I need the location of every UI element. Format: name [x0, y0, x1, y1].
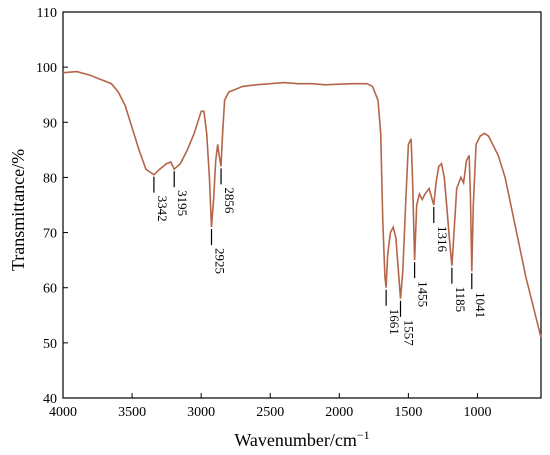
x-tick-label: 2000	[325, 405, 353, 420]
peak-label: 1661	[387, 309, 402, 335]
y-tick-label: 100	[36, 61, 57, 76]
peak-annotation: 1041	[471, 273, 488, 318]
peak-label: 2925	[213, 248, 228, 274]
y-tick-label: 40	[43, 392, 57, 407]
peak-label: 2856	[222, 187, 237, 214]
x-axis-title: Wavenumber/cm−1	[234, 428, 369, 450]
x-tick-label: 3500	[118, 405, 146, 420]
peak-label: 1185	[453, 287, 468, 313]
y-tick-label: 90	[43, 116, 57, 131]
spectrum-line	[62, 70, 542, 338]
x-tick-label: 1000	[463, 405, 491, 420]
peak-annotation: 2925	[210, 229, 228, 274]
plot-border	[62, 11, 542, 399]
x-axis-title-text: Wavenumber/cm	[234, 430, 357, 450]
peak-annotations: 3342 3195 2925 2856 1661 1557 1455 1316 1185 1041	[153, 168, 488, 347]
peak-label: 3342	[155, 196, 170, 222]
peak-annotation: 1557	[399, 300, 417, 347]
y-tick-label: 70	[43, 227, 57, 242]
peak-label: 1557	[402, 320, 417, 347]
peak-annotation: 1455	[413, 262, 431, 307]
y-tick-label: 50	[43, 337, 57, 352]
peak-annotation: 1661	[385, 289, 402, 335]
peak-label: 1041	[473, 292, 488, 318]
y-axis: 40 50 60 70 80 90 100 110	[36, 6, 68, 407]
x-tick-label: 3000	[187, 405, 215, 420]
peak-annotation: 1185	[451, 267, 468, 313]
plot-area	[62, 11, 542, 399]
x-axis: 4000 3500 3000 2500 2000 1500 1000	[49, 393, 491, 420]
peak-annotation: 3342	[153, 176, 170, 222]
x-tick-label: 1500	[394, 405, 422, 420]
peak-label: 1455	[416, 281, 431, 307]
peak-label: 1316	[435, 226, 450, 253]
peak-annotation: 3195	[173, 171, 190, 216]
peak-annotation: 2856	[220, 168, 237, 214]
y-tick-label: 60	[43, 282, 57, 297]
y-tick-label: 80	[43, 171, 57, 186]
peak-label: 3195	[175, 190, 190, 216]
x-axis-title-superscript: −1	[357, 428, 370, 442]
peak-annotation: 1316	[433, 207, 450, 253]
y-axis-title: Transmittance/%	[8, 149, 28, 271]
x-tick-label: 4000	[49, 405, 77, 420]
y-tick-label: 110	[37, 6, 57, 21]
x-tick-label: 2500	[256, 405, 284, 420]
